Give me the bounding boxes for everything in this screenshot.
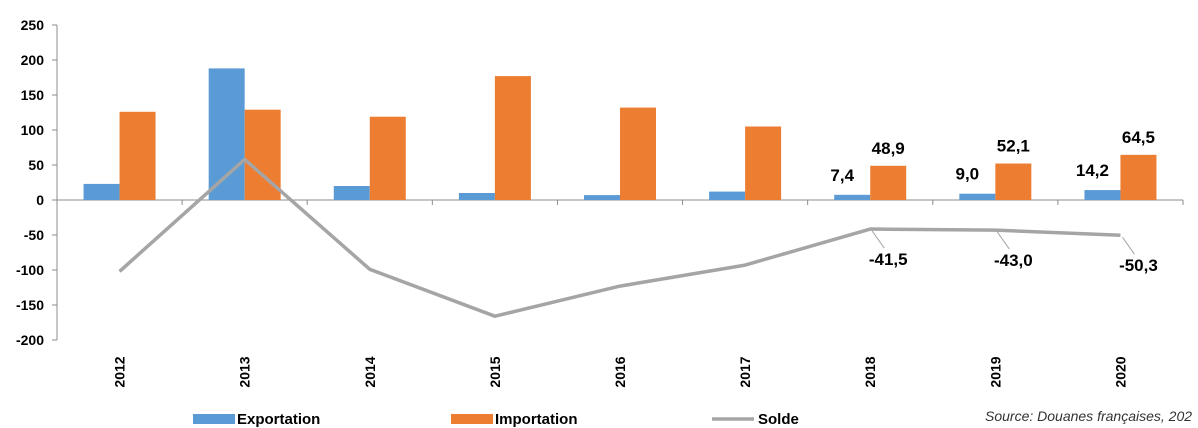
source-note: Source: Douanes françaises, 202 (985, 408, 1193, 424)
legend-swatch-importation (451, 414, 493, 424)
bar-exportation (709, 191, 746, 200)
bar-exportation (1084, 190, 1121, 200)
data-label-solde: -41,5 (869, 250, 908, 269)
bar-importation (745, 126, 782, 200)
data-label-exportation: 9,0 (956, 165, 980, 184)
x-tick-label: 2014 (362, 356, 378, 387)
x-tick-label: 2019 (987, 356, 1003, 387)
y-tick-label: -100 (16, 262, 44, 278)
data-labels: 7,4 9,0 14,2 48,9 52,1 64,5 -41,5 -43,0 -50,3 (830, 128, 1157, 275)
bar-importation (620, 107, 656, 200)
data-label-importation: 48,9 (872, 139, 905, 158)
bar-exportation (333, 186, 370, 200)
data-label-importation: 52,1 (997, 137, 1030, 156)
legend-swatch-exportation (193, 414, 235, 424)
y-tick-label: 250 (21, 17, 45, 33)
x-tick-label: 2017 (737, 356, 753, 387)
data-label-importation: 64,5 (1122, 128, 1155, 147)
bar-exportation (834, 194, 871, 200)
bar-importation (1120, 154, 1157, 200)
y-tick-label: 0 (36, 192, 44, 208)
y-tick-label: -150 (16, 297, 44, 313)
legend-label-importation: Importation (495, 411, 578, 428)
bar-importation (369, 116, 406, 200)
y-tick-label: -200 (16, 332, 44, 348)
bar-exportation (83, 183, 120, 200)
leader-line-solde (1122, 236, 1135, 255)
leader-line-solde (871, 230, 885, 249)
leader-line-solde (996, 231, 1010, 250)
axes: 250 200 150 100 50 0 -50 -100 -150 -200 2012 2013 20… (16, 17, 1184, 388)
bar-importation (995, 163, 1032, 200)
bars (83, 68, 1157, 201)
x-tick-label: 2015 (487, 356, 503, 387)
x-tick-label: 2020 (1112, 356, 1128, 387)
bar-importation (119, 111, 156, 200)
x-tick-label: 2013 (237, 356, 253, 387)
solde-line-layer (118, 157, 1121, 318)
bar-importation (494, 76, 531, 200)
bar-importation (870, 165, 907, 200)
bar-exportation (458, 193, 495, 200)
legend: Exportation Importation Solde (193, 411, 799, 428)
bar-exportation (584, 195, 620, 200)
x-tick-label: 2012 (112, 356, 128, 387)
legend-label-solde: Solde (758, 411, 799, 428)
data-label-solde: -50,3 (1119, 256, 1158, 275)
y-tick-label: 50 (28, 157, 44, 173)
y-tick-label: 150 (21, 87, 45, 103)
y-tick-label: 100 (21, 122, 45, 138)
x-tick-label: 2016 (612, 356, 628, 387)
y-tick-label: 200 (21, 52, 45, 68)
bar-exportation (208, 68, 245, 201)
data-label-exportation: 14,2 (1076, 161, 1109, 180)
legend-label-exportation: Exportation (237, 411, 320, 428)
data-label-exportation: 7,4 (830, 166, 854, 185)
bar-exportation (959, 193, 996, 200)
x-tick-label: 2018 (862, 356, 878, 387)
data-label-solde: -43,0 (994, 251, 1033, 270)
y-tick-label: -50 (24, 227, 44, 243)
